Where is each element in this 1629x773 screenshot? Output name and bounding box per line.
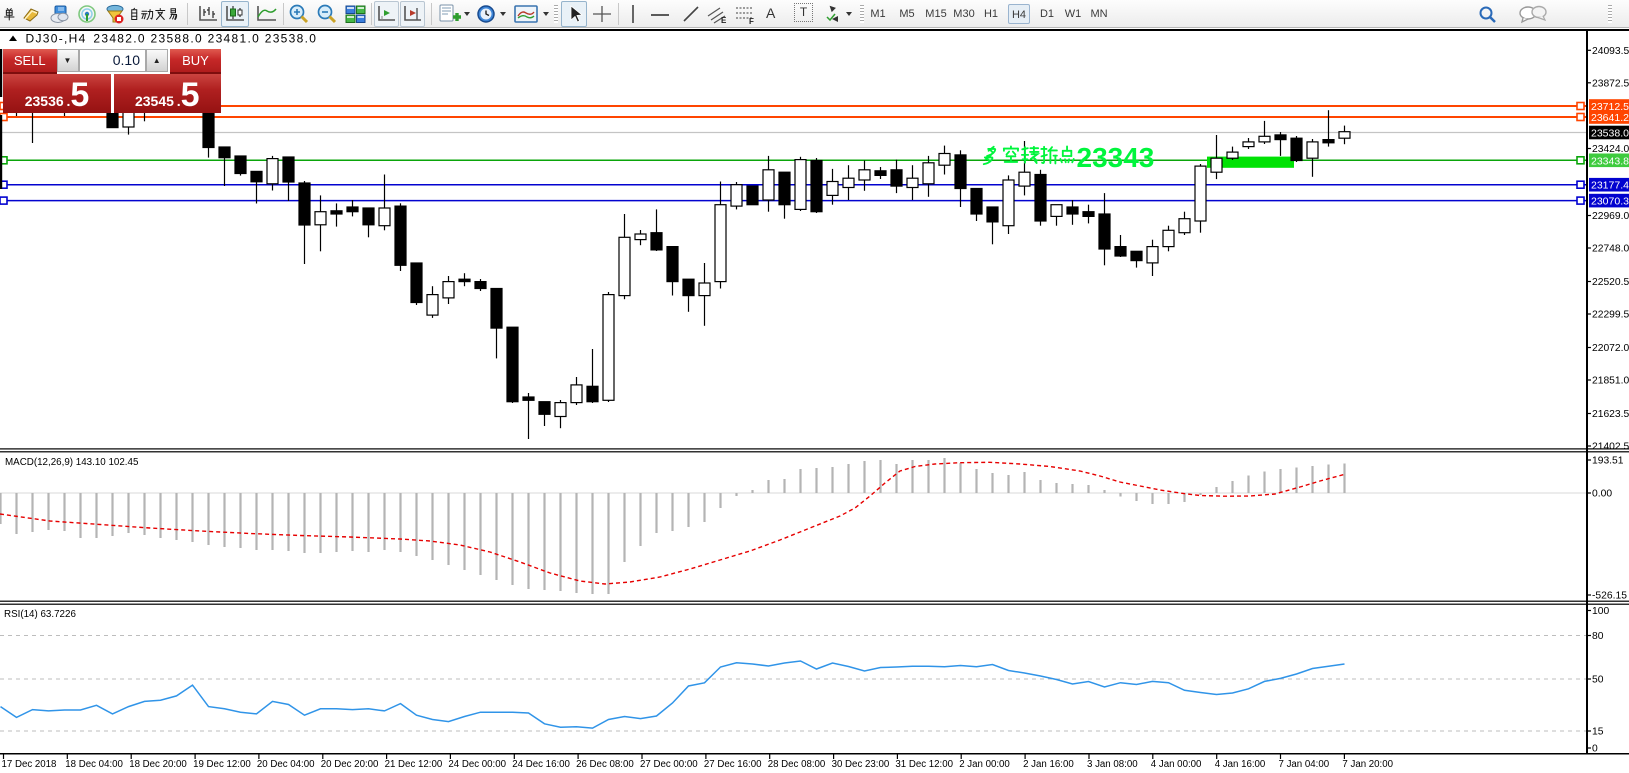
svg-text:MACD(12,26,9) 143.10 102.45: MACD(12,26,9) 143.10 102.45 <box>5 457 139 468</box>
svg-text:20 Dec 04:00: 20 Dec 04:00 <box>257 759 315 770</box>
svg-text:24093.5: 24093.5 <box>1592 46 1629 57</box>
svg-text:23424.0: 23424.0 <box>1592 144 1629 155</box>
svg-text:2 Jan 00:00: 2 Jan 00:00 <box>959 759 1010 770</box>
svg-text:22520.5: 22520.5 <box>1592 277 1629 288</box>
svg-text:23343.8: 23343.8 <box>1591 155 1629 167</box>
svg-text:193.51: 193.51 <box>1592 456 1624 467</box>
svg-text:22969.0: 22969.0 <box>1592 211 1629 222</box>
svg-text:17 Dec 2018: 17 Dec 2018 <box>2 759 57 770</box>
svg-text:23177.4: 23177.4 <box>1591 180 1629 192</box>
svg-text:7 Jan 04:00: 7 Jan 04:00 <box>1279 759 1330 770</box>
svg-text:26 Dec 08:00: 26 Dec 08:00 <box>576 759 634 770</box>
svg-text:24 Dec 16:00: 24 Dec 16:00 <box>512 759 570 770</box>
svg-text:20 Dec 20:00: 20 Dec 20:00 <box>321 759 379 770</box>
svg-text:19 Dec 12:00: 19 Dec 12:00 <box>193 759 251 770</box>
svg-text:4 Jan 16:00: 4 Jan 16:00 <box>1215 759 1266 770</box>
svg-text:23343: 23343 <box>1077 142 1155 173</box>
svg-text:27 Dec 00:00: 27 Dec 00:00 <box>640 759 698 770</box>
svg-text:80: 80 <box>1592 631 1604 642</box>
svg-text:18 Dec 20:00: 18 Dec 20:00 <box>129 759 187 770</box>
svg-text:31 Dec 12:00: 31 Dec 12:00 <box>895 759 953 770</box>
svg-text:RSI(14) 63.7226: RSI(14) 63.7226 <box>4 609 76 620</box>
svg-text:E: E <box>721 16 727 25</box>
svg-text:22299.5: 22299.5 <box>1592 310 1629 321</box>
svg-text:21402.5: 21402.5 <box>1592 442 1629 453</box>
svg-text:23712.5: 23712.5 <box>1591 101 1629 113</box>
svg-text:18 Dec 04:00: 18 Dec 04:00 <box>65 759 123 770</box>
svg-text:50: 50 <box>1592 675 1604 686</box>
svg-text:27 Dec 16:00: 27 Dec 16:00 <box>704 759 762 770</box>
svg-text:23641.2: 23641.2 <box>1591 112 1629 124</box>
svg-text:4 Jan 00:00: 4 Jan 00:00 <box>1151 759 1202 770</box>
svg-text:7 Jan 20:00: 7 Jan 20:00 <box>1342 759 1393 770</box>
svg-text:21623.5: 21623.5 <box>1592 409 1629 420</box>
svg-text:23538.0: 23538.0 <box>1591 128 1629 140</box>
svg-text:22748.0: 22748.0 <box>1592 244 1629 255</box>
svg-text:100: 100 <box>1592 606 1609 617</box>
svg-text:15: 15 <box>1592 727 1604 738</box>
svg-text:3 Jan 08:00: 3 Jan 08:00 <box>1087 759 1138 770</box>
svg-text:-526.15: -526.15 <box>1592 591 1627 602</box>
svg-text:21851.0: 21851.0 <box>1592 376 1629 387</box>
svg-text:24 Dec 00:00: 24 Dec 00:00 <box>448 759 506 770</box>
svg-text:DJ30-,H4: DJ30-,H4 <box>26 32 87 46</box>
svg-text:F: F <box>749 17 754 25</box>
svg-text:28 Dec 08:00: 28 Dec 08:00 <box>768 759 826 770</box>
svg-text:21 Dec 12:00: 21 Dec 12:00 <box>385 759 443 770</box>
svg-text:23482.0 23588.0 23481.0 23538.: 23482.0 23588.0 23481.0 23538.0 <box>93 32 317 46</box>
svg-text:23872.5: 23872.5 <box>1592 79 1629 90</box>
svg-text:2 Jan 16:00: 2 Jan 16:00 <box>1023 759 1074 770</box>
svg-text:23070.3: 23070.3 <box>1591 196 1629 208</box>
svg-text:0: 0 <box>1592 744 1598 755</box>
svg-text:0.00: 0.00 <box>1592 489 1612 500</box>
svg-text:22072.0: 22072.0 <box>1592 343 1629 354</box>
svg-text:30 Dec 23:00: 30 Dec 23:00 <box>832 759 890 770</box>
